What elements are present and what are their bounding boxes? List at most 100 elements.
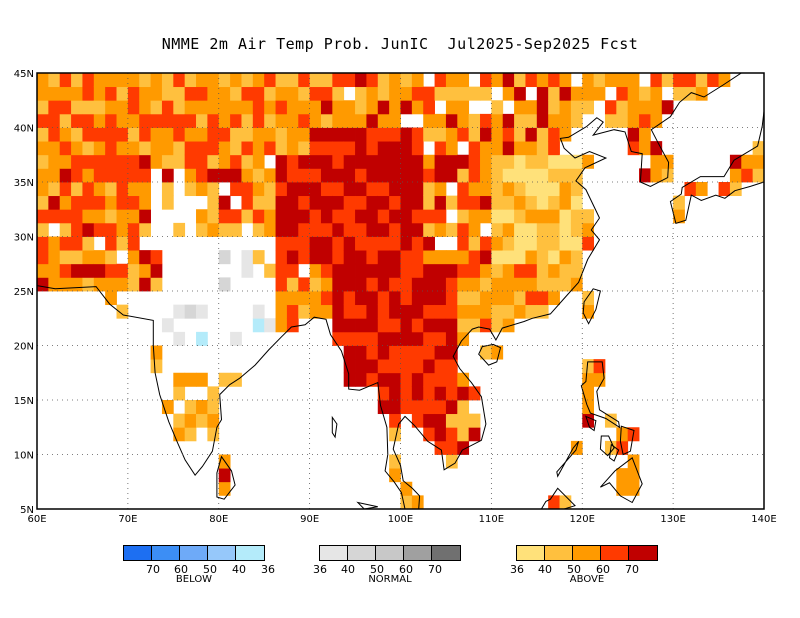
coastline bbox=[608, 443, 620, 462]
probability-cell bbox=[116, 195, 129, 210]
probability-cell bbox=[480, 73, 492, 88]
probability-cell bbox=[320, 182, 333, 197]
legend-color-box bbox=[573, 546, 601, 560]
probability-cell bbox=[445, 372, 458, 387]
probability-cell bbox=[423, 209, 435, 224]
probability-cell bbox=[309, 86, 322, 101]
probability-cell bbox=[218, 277, 231, 292]
probability-cell bbox=[355, 359, 367, 374]
probability-cell bbox=[241, 73, 254, 88]
probability-cell bbox=[252, 73, 265, 88]
legend-tick-label: 40 bbox=[341, 563, 355, 576]
probability-cell bbox=[559, 495, 572, 509]
probability-cell bbox=[355, 250, 367, 265]
probability-cell bbox=[127, 113, 140, 128]
probability-cell bbox=[127, 154, 140, 169]
probability-cell bbox=[196, 141, 208, 156]
probability-cell bbox=[139, 250, 151, 265]
probability-cell bbox=[298, 222, 311, 237]
probability-cell bbox=[139, 154, 151, 169]
probability-cell bbox=[184, 182, 197, 197]
legend-above: 36 40 50 60 70 ABOVE bbox=[510, 545, 658, 585]
probability-cell bbox=[48, 154, 61, 169]
probability-cell bbox=[241, 263, 254, 278]
probability-cell bbox=[241, 209, 254, 224]
probability-cell bbox=[559, 222, 572, 237]
probability-cell bbox=[298, 250, 311, 265]
probability-cell bbox=[616, 481, 629, 496]
probability-cell bbox=[105, 73, 117, 88]
probability-cell bbox=[423, 168, 435, 183]
probability-cell bbox=[570, 250, 583, 265]
probability-cell bbox=[82, 73, 95, 88]
probability-cell bbox=[150, 141, 163, 156]
probability-cell bbox=[468, 277, 481, 292]
probability-cell bbox=[218, 100, 231, 115]
probability-cell bbox=[161, 182, 174, 197]
probability-cell bbox=[343, 331, 356, 346]
probability-cell bbox=[343, 304, 356, 319]
probability-cell bbox=[173, 386, 186, 401]
probability-cell bbox=[434, 386, 447, 401]
probability-cell bbox=[275, 73, 288, 88]
probability-cell bbox=[434, 372, 447, 387]
probability-cell bbox=[82, 154, 95, 169]
latitude-label: 30N bbox=[14, 233, 34, 244]
probability-cell bbox=[264, 73, 276, 88]
probability-cell bbox=[332, 222, 345, 237]
probability-cell bbox=[525, 168, 538, 183]
probability-cell bbox=[548, 263, 560, 278]
probability-cell bbox=[366, 277, 379, 292]
probability-cell bbox=[752, 168, 764, 183]
probability-cell bbox=[71, 263, 83, 278]
probability-cell bbox=[525, 154, 538, 169]
probability-cell bbox=[196, 331, 208, 346]
probability-cell bbox=[582, 209, 595, 224]
probability-cell bbox=[377, 291, 390, 306]
probability-cell bbox=[400, 291, 413, 306]
probability-cell bbox=[184, 73, 197, 88]
probability-cell bbox=[445, 318, 458, 333]
probability-cell bbox=[116, 141, 129, 156]
probability-cell bbox=[400, 127, 413, 142]
probability-cell bbox=[71, 168, 83, 183]
probability-cell bbox=[377, 331, 390, 346]
probability-cell bbox=[59, 100, 72, 115]
probability-cell bbox=[82, 209, 95, 224]
probability-cell bbox=[298, 100, 311, 115]
probability-cell bbox=[93, 154, 106, 169]
probability-cell bbox=[139, 277, 151, 292]
legend-color-box bbox=[124, 546, 152, 560]
probability-cell bbox=[298, 209, 311, 224]
legend-tick-label: 36 bbox=[261, 563, 275, 576]
probability-cell bbox=[275, 195, 288, 210]
probability-cell bbox=[207, 222, 220, 237]
probability-cell bbox=[525, 141, 538, 156]
probability-cell bbox=[423, 195, 435, 210]
probability-cell bbox=[389, 168, 401, 183]
probability-cell bbox=[139, 195, 151, 210]
longitude-label: 80E bbox=[209, 514, 228, 525]
probability-cell bbox=[207, 195, 220, 210]
probability-cell bbox=[207, 113, 220, 128]
probability-cell bbox=[275, 304, 288, 319]
probability-cell bbox=[480, 345, 492, 360]
probability-cell bbox=[570, 222, 583, 237]
probability-cell bbox=[196, 127, 208, 142]
probability-cell bbox=[673, 73, 685, 88]
probability-cell bbox=[411, 495, 424, 509]
probability-cell bbox=[480, 141, 492, 156]
probability-cell bbox=[71, 250, 83, 265]
probability-cell bbox=[139, 209, 151, 224]
probability-cell bbox=[366, 304, 379, 319]
probability-cell bbox=[275, 141, 288, 156]
probability-cell bbox=[218, 154, 231, 169]
probability-cell bbox=[400, 86, 413, 101]
probability-cell bbox=[445, 277, 458, 292]
legend-color-box bbox=[404, 546, 432, 560]
probability-cell bbox=[445, 113, 458, 128]
probability-cell bbox=[207, 182, 220, 197]
probability-cell bbox=[320, 100, 333, 115]
probability-cell bbox=[457, 127, 470, 142]
probability-cell bbox=[434, 195, 447, 210]
